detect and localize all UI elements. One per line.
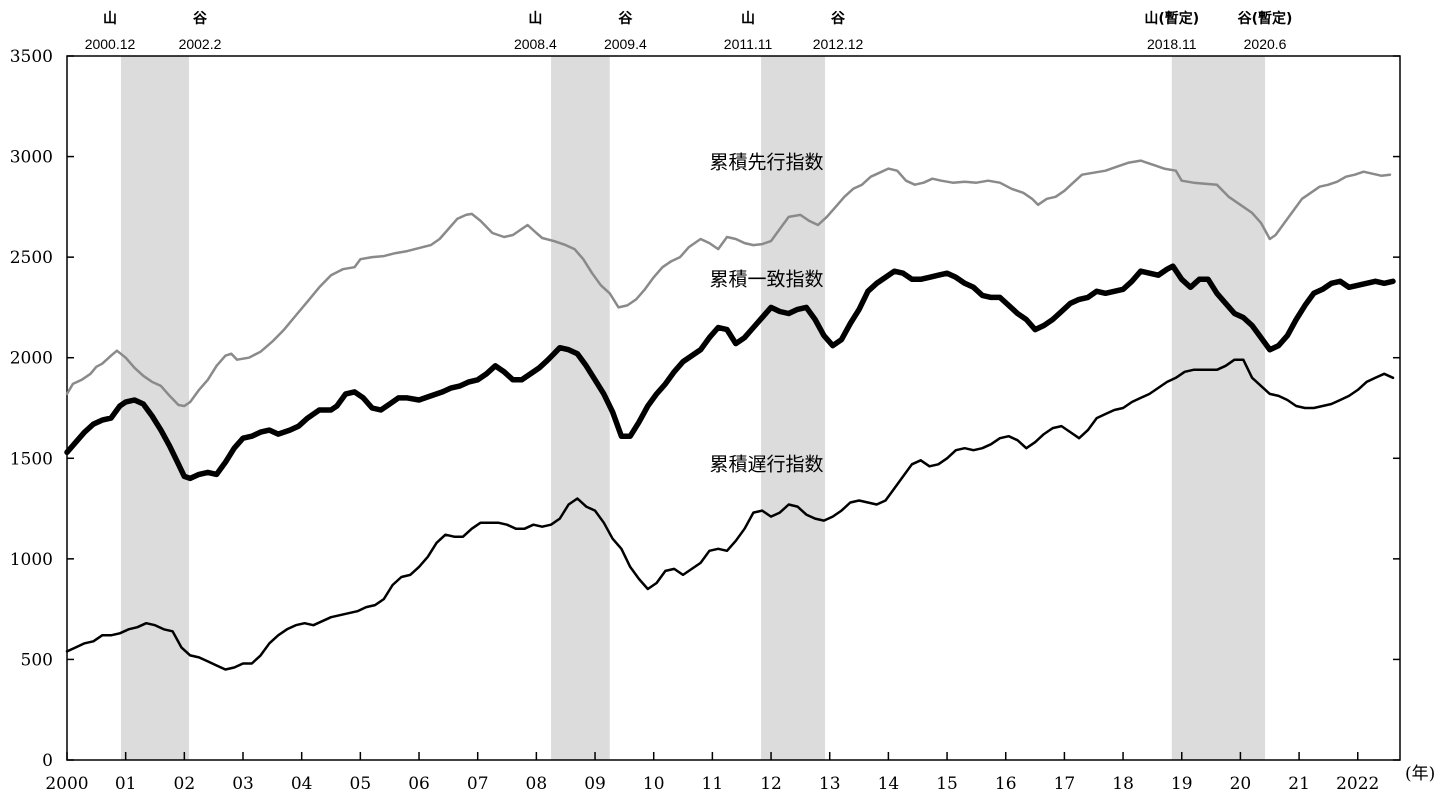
series-line-2: [65, 358, 1395, 671]
recession-band-3: [1171, 56, 1266, 760]
trough-label-0: 谷: [193, 11, 208, 27]
y-tick-label-5: 2500: [10, 248, 53, 268]
trough-date-0: 2002.2: [179, 36, 222, 52]
x-tick-label-9: 09: [584, 774, 606, 794]
recession-band-0: [120, 56, 190, 760]
x-tick-label-2: 02: [174, 774, 196, 794]
y-tick-label-6: 3000: [10, 148, 53, 168]
y-tick-label-1: 500: [21, 650, 53, 670]
x-tick-label-18: 18: [1112, 774, 1134, 794]
trough-date-2: 2012.12: [813, 36, 864, 52]
x-tick-label-12: 12: [760, 774, 782, 794]
trough-label-2: 谷: [831, 11, 846, 27]
y-tick-label-2: 1000: [10, 550, 53, 570]
x-tick-label-0: 2000: [45, 774, 88, 794]
x-axis-unit: (年): [1405, 764, 1435, 784]
series-lines: [64, 159, 1396, 671]
peak-label-0: 山: [103, 11, 117, 27]
x-tick-label-7: 07: [467, 774, 489, 794]
series-line-1: [64, 263, 1396, 482]
peak-label-3: 山(暫定): [1144, 10, 1199, 27]
x-tick-label-6: 06: [408, 774, 430, 794]
series-label-1: 累積一致指数: [709, 268, 823, 290]
plot-area-frame: [66, 55, 1401, 761]
peak-date-1: 2008.4: [514, 36, 557, 52]
x-tick-label-8: 08: [526, 774, 548, 794]
x-tick-label-1: 01: [115, 774, 137, 794]
y-tick-label-3: 1500: [10, 449, 53, 469]
x-tick-label-3: 03: [232, 774, 254, 794]
series-label-0: 累積先行指数: [709, 152, 823, 174]
peak-label-2: 山: [741, 11, 755, 27]
x-tick-label-10: 10: [643, 774, 665, 794]
x-tick-label-19: 19: [1171, 774, 1193, 794]
trough-label-1: 谷: [618, 11, 633, 27]
labels: 山 2000.12 谷 2002.2 山 2008.4 谷 2009.4 山 2011.11 谷 20…: [85, 10, 1293, 475]
trough-label-3: 谷(暫定): [1238, 10, 1293, 27]
x-tick-label-16: 16: [995, 774, 1017, 794]
x-tick-label-13: 13: [819, 774, 841, 794]
x-tick-label-5: 05: [350, 774, 372, 794]
x-tick-label-17: 17: [1054, 774, 1076, 794]
peak-date-2: 2011.11: [724, 36, 773, 52]
peak-label-1: 山: [528, 11, 542, 27]
recession-band-1: [551, 56, 610, 760]
recession-shading: [120, 56, 1266, 760]
series-line-0: [65, 159, 1392, 408]
x-tick-label-22: 2022: [1336, 774, 1379, 794]
peak-date-0: 2000.12: [85, 36, 136, 52]
x-tick-label-15: 15: [936, 774, 958, 794]
x-tick-label-20: 20: [1230, 774, 1252, 794]
trough-date-1: 2009.4: [604, 36, 647, 52]
recession-band-2: [761, 56, 826, 760]
y-tick-label-0: 0: [42, 751, 53, 771]
y-tick-label-4: 2000: [10, 349, 53, 369]
x-tick-label-21: 21: [1288, 774, 1310, 794]
trough-date-3: 2020.6: [1244, 36, 1287, 52]
axis-ticks: 0 500 1000 1500 2000 2500 3000 3500 2000 01 02 03 04…: [10, 47, 1436, 794]
series-label-2: 累積遅行指数: [709, 453, 823, 475]
x-tick-label-14: 14: [878, 774, 900, 794]
x-tick-label-4: 04: [291, 774, 313, 794]
x-tick-label-11: 11: [702, 774, 724, 794]
peak-date-3: 2018.11: [1147, 36, 1197, 52]
y-tick-label-7: 3500: [10, 47, 53, 67]
